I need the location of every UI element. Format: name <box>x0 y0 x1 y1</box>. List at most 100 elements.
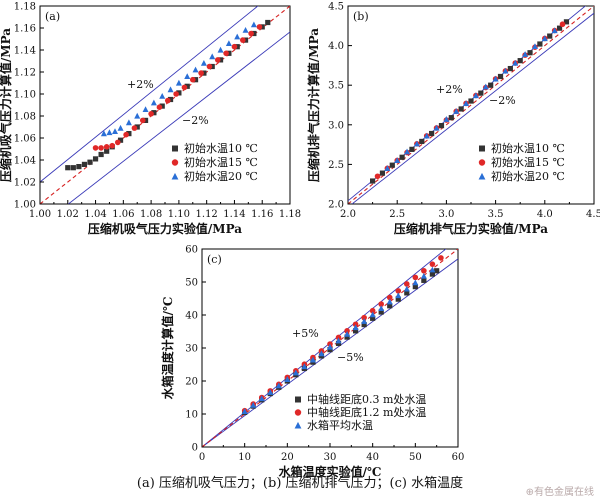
x-tick-label: 1.12 <box>196 209 218 220</box>
data-point <box>192 66 199 73</box>
data-point <box>189 76 196 83</box>
data-point <box>250 21 257 28</box>
data-point <box>434 268 440 274</box>
y-tick-label: 1.08 <box>14 112 36 123</box>
chart-panel-c: 10 20 30 40 50 60 0 10 20 30 40 50 60 水箱温度实验值/℃ 水箱温度计算… <box>160 245 464 480</box>
data-point <box>156 104 163 110</box>
data-point <box>353 328 359 334</box>
plot-area <box>348 6 594 204</box>
data-point <box>173 91 179 97</box>
x-tick-label: 1.02 <box>57 209 79 220</box>
x-tick-label: 1.18 <box>279 209 301 220</box>
x-tick-label: 10 <box>238 452 251 463</box>
legend-label-1: 中轴线距底0.3 m处水温 <box>307 392 426 406</box>
data-point <box>175 79 182 86</box>
data-point <box>420 272 427 279</box>
data-point <box>458 106 464 112</box>
x-axis-label: 水箱温度实验值/℃ <box>279 464 382 479</box>
figure-caption: (a) 压缩机吸气压力；(b) 压缩机排气压力；(c) 水箱温度 <box>136 476 464 491</box>
data-point <box>374 173 381 180</box>
data-point <box>559 21 566 28</box>
data-point <box>492 75 499 82</box>
data-point <box>556 25 563 31</box>
series-1 <box>370 19 570 184</box>
data-point <box>352 321 359 328</box>
data-point <box>551 27 558 34</box>
y-tick-label: 1.12 <box>14 68 36 79</box>
panel-label: (c) <box>207 253 222 266</box>
x-tick-label: 3.0 <box>438 209 454 220</box>
data-point <box>258 395 265 402</box>
data-point <box>370 315 376 321</box>
data-point <box>70 165 76 171</box>
x-tick-label: 50 <box>409 452 422 463</box>
y-tick-label: 3.0 <box>328 120 344 131</box>
data-point <box>100 130 107 137</box>
legend-label-3: 初始水温20 ℃ <box>491 169 565 183</box>
y-tick-label: 1.16 <box>14 24 36 35</box>
data-point <box>378 309 384 315</box>
data-point <box>234 33 241 40</box>
y-tick-label: 3.5 <box>328 81 344 92</box>
panel-label: (a) <box>45 10 60 23</box>
data-point <box>527 50 533 56</box>
data-point <box>106 129 113 136</box>
x-tick-label: 3.5 <box>488 209 504 220</box>
data-point <box>361 314 367 321</box>
data-point <box>472 92 479 99</box>
legend-marker-1 <box>295 396 301 403</box>
data-point <box>176 90 182 96</box>
data-point <box>209 53 216 60</box>
data-point <box>159 103 165 109</box>
data-point <box>378 305 385 311</box>
data-point <box>468 98 474 104</box>
data-point <box>404 281 410 287</box>
data-point <box>76 164 82 170</box>
y-tick-label: 0 <box>192 443 198 454</box>
data-point <box>134 112 141 119</box>
data-point <box>448 115 454 121</box>
data-point <box>378 301 385 307</box>
data-point <box>267 389 274 395</box>
data-point <box>547 33 553 39</box>
data-point <box>159 93 166 99</box>
data-point <box>217 46 224 53</box>
data-point <box>395 296 401 302</box>
legend-marker-3 <box>478 172 486 180</box>
data-point <box>369 307 376 314</box>
panel-label: (b) <box>353 10 369 23</box>
data-point <box>248 30 254 37</box>
data-point <box>370 178 376 184</box>
y-tick-label: 2.0 <box>328 200 344 211</box>
x-tick-label: 1.10 <box>168 209 190 220</box>
legend-marker-3 <box>171 172 179 180</box>
data-point <box>404 148 411 155</box>
data-point <box>531 43 538 49</box>
data-point <box>478 90 484 96</box>
y-tick-label: 50 <box>185 278 198 289</box>
data-point <box>164 97 171 104</box>
legend-marker-2 <box>294 409 302 416</box>
data-point <box>507 65 513 72</box>
data-point <box>198 70 204 76</box>
data-point <box>344 334 350 340</box>
data-point <box>242 27 249 33</box>
data-point <box>482 83 489 90</box>
data-point <box>125 119 132 126</box>
data-point <box>309 356 316 363</box>
data-point <box>301 363 308 370</box>
data-point <box>413 140 420 147</box>
watermark-icon: ⊕ <box>525 487 534 498</box>
data-point <box>126 131 132 137</box>
legend-label-1: 初始水温10 ℃ <box>491 141 565 155</box>
x-tick-label: 1.06 <box>112 209 134 220</box>
x-tick-label: 20 <box>281 452 294 463</box>
watermark: ⊕有色金属在线 <box>526 483 594 498</box>
data-point <box>109 142 116 149</box>
data-point <box>429 266 436 273</box>
data-point <box>241 408 248 414</box>
data-point <box>497 73 504 80</box>
data-point <box>151 110 157 116</box>
